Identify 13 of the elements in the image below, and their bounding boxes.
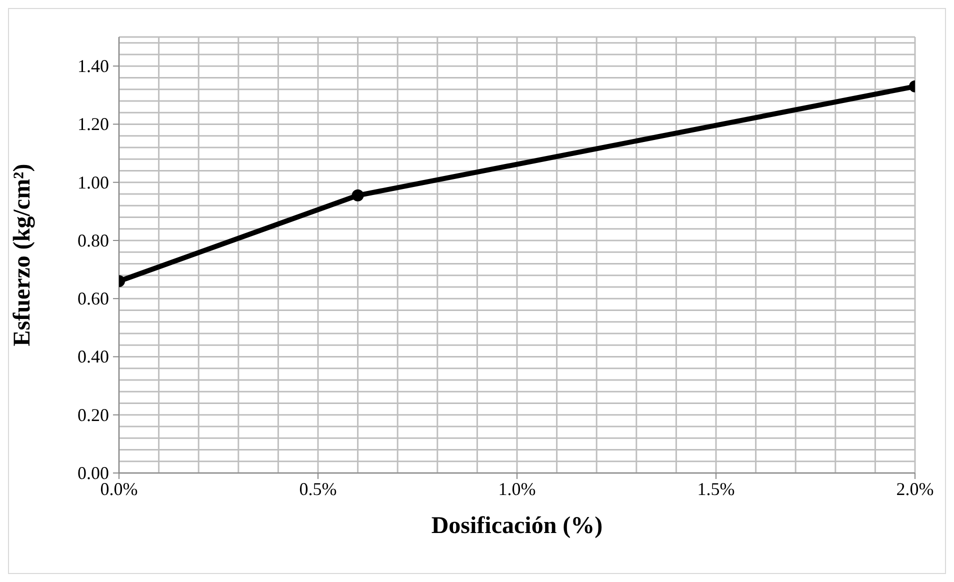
y-tick-label: 1.00 xyxy=(78,172,109,192)
x-axis-title: Dosificación (%) xyxy=(431,513,603,539)
x-tick-label: 0.5% xyxy=(299,479,337,499)
y-tick-label: 0.60 xyxy=(78,288,109,309)
y-tick-label: 1.20 xyxy=(78,114,109,134)
y-tick-label: 0.20 xyxy=(78,404,109,425)
x-tick-label: 1.5% xyxy=(697,479,735,499)
y-tick-label: 1.40 xyxy=(78,56,109,76)
y-axis-title: Esfuerzo (kg/cm²) xyxy=(10,164,36,346)
x-tick-label: 1.0% xyxy=(498,479,536,499)
y-tick-label: 0.40 xyxy=(78,346,109,367)
y-tick-label: 0.80 xyxy=(78,230,109,250)
x-tick-label: 2.0% xyxy=(896,479,934,499)
